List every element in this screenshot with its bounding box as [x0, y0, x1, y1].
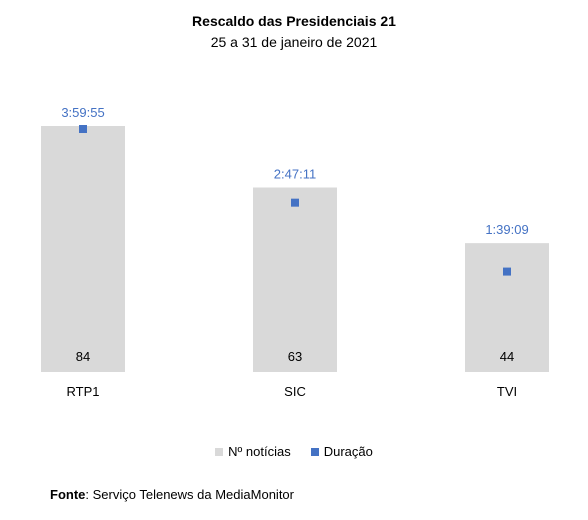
legend-item-count: Nº notícias [215, 444, 291, 459]
legend-item-duration: Duração [310, 444, 373, 459]
bar-rtp1 [41, 126, 125, 372]
chart-subtitle: 25 a 31 de janeiro de 2021 [210, 34, 378, 50]
duration-marker [503, 267, 511, 276]
category-label: SIC [284, 384, 306, 399]
duration-label: 3:59:55 [61, 105, 104, 120]
legend-label-duration: Duração [323, 444, 373, 459]
category-label: RTP1 [67, 384, 100, 399]
chart-title: Rescaldo das Presidenciais 21 [192, 13, 396, 29]
bar-value-label: 63 [288, 349, 302, 364]
bar-chart: 84 RTP1 3:59:55 63 SIC 2:47:11 44 TVI 1:39:09 [41, 105, 549, 399]
duration-label: 1:39:09 [485, 222, 528, 237]
legend-label-count: Nº notícias [228, 444, 291, 459]
source-label: Fonte [50, 487, 86, 502]
category-label: TVI [497, 384, 517, 399]
bar-tvi [465, 243, 549, 372]
legend: Nº notícias Duração [0, 444, 588, 459]
legend-swatch-count [215, 447, 224, 456]
source-note: Fonte: Serviço Telenews da MediaMonitor [50, 487, 294, 502]
duration-marker [291, 198, 299, 207]
source-text: Serviço Telenews da MediaMonitor [92, 487, 294, 502]
legend-swatch-duration [310, 447, 319, 456]
bar-value-label: 44 [500, 349, 514, 364]
bar-value-label: 84 [76, 349, 90, 364]
duration-marker [79, 125, 87, 133]
duration-label: 2:47:11 [274, 167, 316, 182]
bar-sic [253, 187, 337, 372]
